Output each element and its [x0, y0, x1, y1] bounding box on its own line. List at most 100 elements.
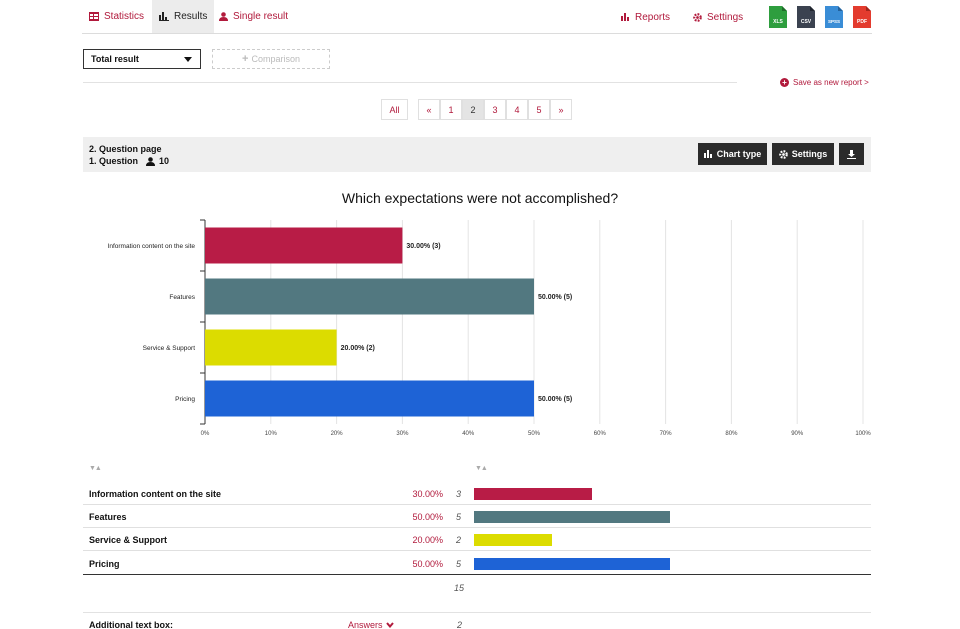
row-percent: 50.00%: [412, 512, 443, 522]
additional-count: 2: [457, 620, 463, 629]
tab-statistics-label: Statistics: [104, 11, 145, 22]
page-prev-button[interactable]: «: [418, 99, 440, 120]
page-number: 2: [470, 104, 476, 115]
plus-icon: +: [242, 53, 249, 65]
page-number: 5: [536, 104, 542, 115]
bar-chart-icon: [621, 13, 629, 21]
y-category-label: Information content on the site: [108, 243, 196, 250]
row-bar: [474, 558, 670, 570]
table-row: Information content on the site 30.00% 3: [83, 482, 871, 505]
chart-settings-button[interactable]: Settings: [772, 143, 834, 165]
table-row: Features 50.00% 5: [83, 505, 871, 528]
row-percent: 20.00%: [412, 535, 443, 545]
x-tick-label: 30%: [396, 431, 409, 437]
page-5-button[interactable]: 5: [528, 99, 550, 120]
y-category-label: Service & Support: [143, 345, 196, 352]
table-row: Service & Support 20.00% 2: [83, 528, 871, 551]
y-category-label: Pricing: [175, 396, 195, 403]
tab-results-label: Results: [174, 11, 208, 22]
table-row: Pricing 50.00% 5: [83, 552, 871, 575]
download-icon: [847, 149, 856, 159]
reports-label: Reports: [635, 11, 671, 23]
user-icon: [219, 12, 228, 21]
result-filter-select[interactable]: Total result: [83, 49, 201, 69]
bar-chart-icon: [159, 12, 169, 21]
page-number: 3: [492, 104, 498, 115]
question-page-label: 2. Question page: [89, 144, 162, 154]
chart-type-button[interactable]: Chart type: [698, 143, 767, 165]
settings-link[interactable]: Settings: [693, 0, 743, 34]
y-category-label: Features: [169, 294, 195, 301]
x-tick-label: 40%: [462, 431, 475, 437]
tab-statistics[interactable]: Statistics: [82, 0, 151, 33]
row-count: 3: [456, 489, 462, 499]
page-number: 4: [514, 104, 520, 115]
spss-label: SPSS: [828, 19, 840, 24]
page-all-label: All: [389, 104, 400, 115]
spss-export-icon[interactable]: SPSS: [825, 6, 843, 28]
top-navigation: Statistics Results Single result: [82, 0, 872, 34]
comparison-label: Comparison: [251, 54, 300, 64]
settings-label: Settings: [707, 11, 744, 23]
tab-single-result[interactable]: Single result: [212, 0, 295, 33]
sort-arrows-icon[interactable]: ▼▲: [89, 465, 102, 472]
row-bar: [474, 488, 592, 500]
sort-arrows-icon[interactable]: ▼▲: [475, 465, 488, 472]
row-label: Service & Support: [89, 535, 168, 545]
x-tick-label: 10%: [265, 431, 278, 437]
reports-link[interactable]: Reports: [621, 0, 670, 34]
row-bar: [474, 534, 553, 546]
page-next-button[interactable]: »: [550, 99, 572, 120]
pdf-label: PDF: [857, 19, 867, 25]
bar-chart-icon: [703, 150, 712, 158]
xls-export-icon[interactable]: XLS: [769, 6, 787, 28]
total-count: 15: [454, 583, 465, 593]
page-prev-label: «: [426, 104, 432, 115]
row-count: 5: [456, 512, 462, 522]
answers-label: Answers: [348, 620, 383, 629]
x-tick-label: 70%: [660, 431, 673, 437]
row-percent: 30.00%: [412, 489, 443, 499]
csv-export-icon[interactable]: CSV: [797, 6, 815, 28]
comparison-button[interactable]: + Comparison: [212, 49, 330, 69]
x-tick-label: 80%: [725, 431, 738, 437]
tab-single-result-label: Single result: [233, 11, 289, 22]
pdf-export-icon[interactable]: PDF: [853, 6, 871, 28]
row-label: Features: [89, 512, 127, 522]
page-all-button[interactable]: All: [381, 99, 408, 120]
row-count: 5: [456, 559, 462, 569]
x-tick-label: 90%: [791, 431, 804, 437]
question-label: 1. Question: [89, 156, 139, 166]
bar-data-label: 30.00% (3): [406, 243, 440, 250]
download-button[interactable]: [839, 143, 864, 165]
row-bar: [474, 511, 670, 523]
bar-data-label: 20.00% (2): [341, 345, 375, 352]
divider: [83, 82, 737, 83]
page-number: 1: [448, 104, 454, 115]
page-2-button[interactable]: 2: [462, 99, 484, 120]
page-next-label: »: [558, 104, 564, 115]
plus-circle-icon: +: [780, 78, 789, 87]
page-3-button[interactable]: 3: [484, 99, 506, 120]
page-1-button[interactable]: 1: [440, 99, 462, 120]
caret-down-icon: [184, 57, 192, 62]
row-label: Pricing: [89, 559, 120, 569]
bar: [205, 278, 534, 315]
row-percent: 50.00%: [412, 559, 443, 569]
row-count: 2: [456, 535, 462, 545]
gear-icon: [778, 149, 788, 159]
save-report-label: Save as new report >: [793, 78, 869, 87]
row-label: Information content on the site: [89, 489, 221, 499]
additional-text-label: Additional text box:: [89, 620, 173, 629]
x-tick-label: 20%: [331, 431, 344, 437]
result-filter-value: Total result: [91, 54, 139, 64]
page-4-button[interactable]: 4: [506, 99, 528, 120]
tab-results[interactable]: Results: [152, 0, 215, 33]
save-report-link[interactable]: + Save as new report >: [780, 78, 869, 87]
csv-label: CSV: [801, 19, 812, 25]
answers-toggle[interactable]: Answers: [348, 620, 394, 629]
x-tick-label: 60%: [594, 431, 607, 437]
chart-type-label: Chart type: [716, 149, 762, 159]
bar: [205, 227, 403, 264]
gear-icon: [693, 12, 702, 22]
